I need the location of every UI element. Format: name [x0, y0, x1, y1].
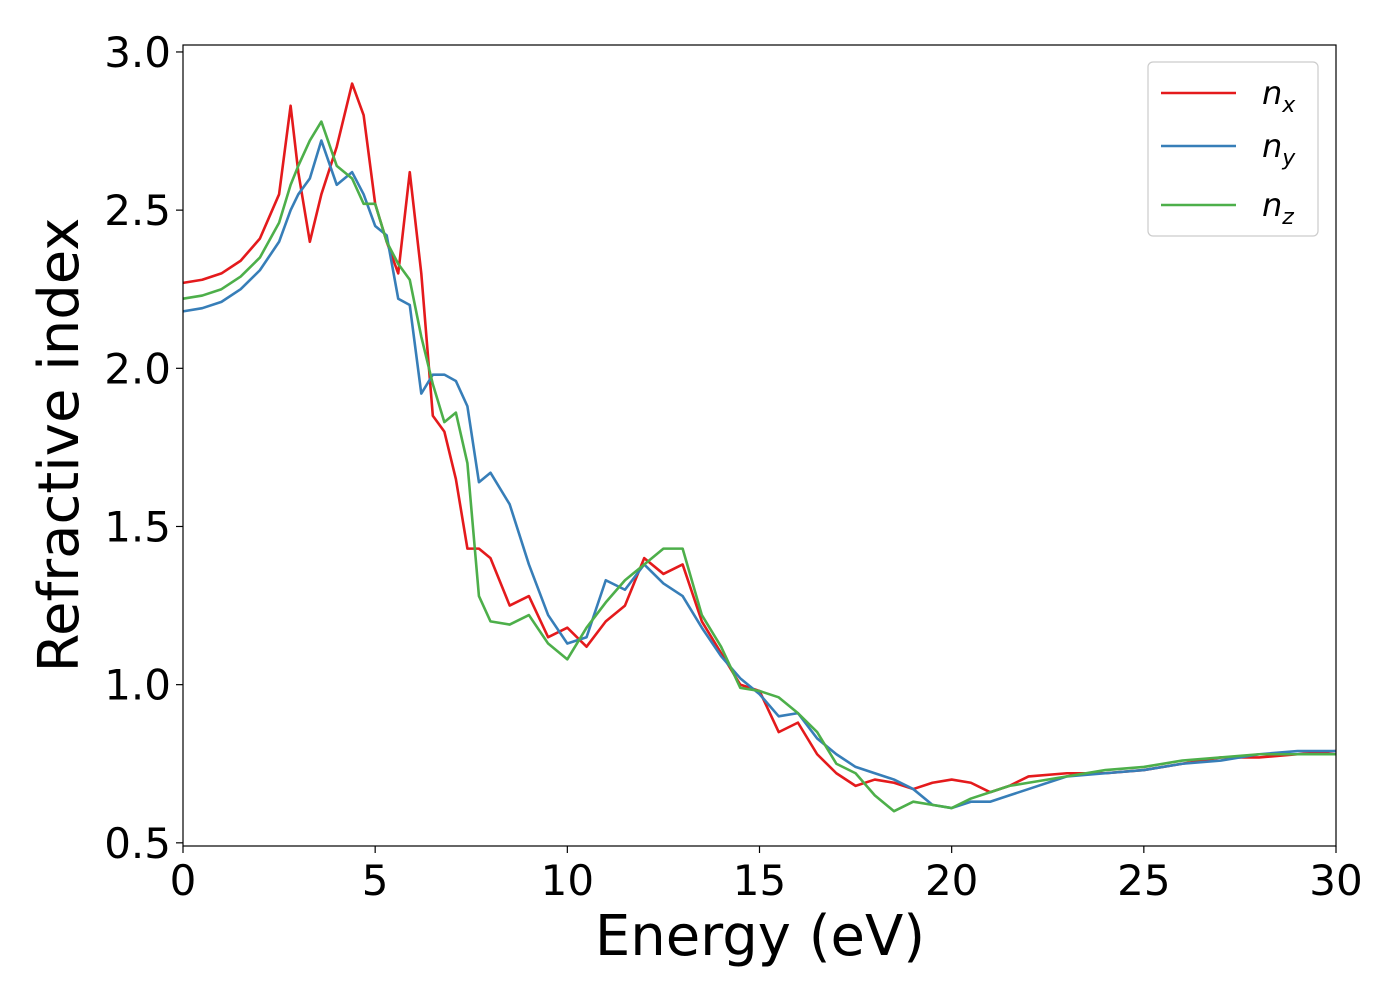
x-tick-label: 30	[1309, 856, 1362, 905]
legend-label: nx	[1262, 74, 1296, 118]
x-tick-label: 10	[541, 856, 594, 905]
data-line	[182, 120, 1336, 813]
x-tick-label: 20	[925, 856, 978, 905]
y-tick-label: 3.0	[104, 28, 171, 77]
legend-box	[1147, 61, 1319, 237]
data-line	[182, 139, 1336, 810]
legend-label: ny	[1262, 127, 1296, 171]
x-tick-label: 5	[362, 856, 389, 905]
y-axis-label: Refractive index	[27, 218, 92, 673]
y-tick-label: 0.5	[104, 819, 171, 868]
y-tick-label: 2.0	[104, 344, 171, 393]
legend-label: nz	[1262, 186, 1294, 230]
x-tick-label: 25	[1117, 856, 1170, 905]
y-tick-label: 1.5	[104, 502, 171, 551]
x-axis-label: Energy (eV)	[595, 904, 925, 969]
y-tick-label: 2.5	[104, 186, 171, 235]
x-tick-label: 0	[170, 856, 197, 905]
x-tick-label: 15	[733, 856, 786, 905]
y-tick-label: 1.0	[104, 661, 171, 710]
